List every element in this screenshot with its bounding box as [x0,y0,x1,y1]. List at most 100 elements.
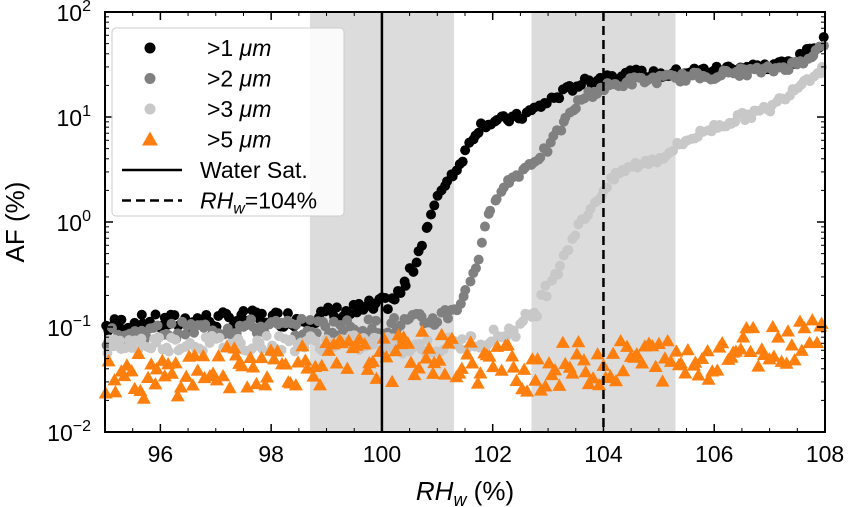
data-point [240,380,255,393]
data-point [313,378,328,391]
data-point [432,353,447,366]
data-point [416,240,427,251]
data-point [535,152,546,163]
data-point [532,311,543,322]
data-point [565,366,580,379]
data-point [479,221,490,232]
y-tick-label: 101 [57,103,92,131]
data-point [216,369,231,382]
data-point [411,257,422,268]
data-point [466,331,477,342]
data-point [214,332,225,343]
data-point [779,356,794,369]
data-point [261,331,272,342]
data-point [389,313,400,324]
data-point [295,339,310,352]
data-point [124,364,139,377]
data-point [408,266,419,277]
data-point [460,145,471,156]
data-point [460,347,475,360]
data-point [288,378,303,391]
data-point [810,335,825,349]
data-point [542,146,553,157]
data-point [494,363,509,376]
series-4 [98,313,829,404]
data-point [530,352,545,365]
data-point [211,349,226,362]
data-point [209,373,224,386]
data-point [360,362,375,375]
data-point [570,103,581,114]
data-point [569,347,584,360]
data-point [166,318,177,329]
data-point [152,320,163,331]
data-point [238,306,249,317]
plot-marks [98,12,829,432]
data-point [609,374,624,387]
data-point [243,350,258,364]
data-point [691,368,706,381]
data-point [382,304,393,315]
data-point [506,360,521,373]
data-point [818,40,829,51]
data-point [376,331,391,344]
data-point [500,337,515,351]
data-point [422,341,437,354]
data-point [149,362,164,375]
y-tick-label: 10−1 [47,313,91,341]
legend-marker [144,73,156,84]
y-tick-label: 102 [57,0,92,26]
data-point [370,315,381,326]
data-point [765,319,780,333]
data-point [296,313,307,324]
data-point [751,359,766,372]
data-point [743,344,758,357]
data-point [578,364,593,378]
data-point [246,360,261,373]
data-point [783,65,794,76]
data-point [117,368,132,382]
data-point [663,354,678,367]
data-point [554,93,565,104]
data-point [190,363,205,376]
data-point [249,376,264,390]
data-point [282,308,293,319]
data-point [163,346,174,357]
data-point [266,352,281,365]
data-point [592,377,607,391]
data-point [733,342,748,355]
y-tick-label: 10−2 [47,418,91,446]
data-point [570,230,581,241]
data-point [620,339,635,352]
data-point [463,335,478,348]
data-point [270,344,285,357]
data-point [616,364,631,377]
x-axis-title: RHw (%) [416,476,514,507]
data-point [629,347,644,360]
data-point [340,361,355,374]
data-point [385,374,400,387]
data-point [648,359,663,373]
data-point [235,358,250,372]
legend-marker [142,131,158,146]
data-point [432,317,443,328]
x-tick-label: 108 [806,441,844,467]
legend-marker [144,103,156,115]
data-point [736,330,751,343]
data-point [780,324,795,337]
x-tick-label: 96 [148,441,174,467]
data-point [700,343,715,357]
series-2 [101,40,829,351]
data-point [116,314,127,325]
data-point [148,377,163,390]
data-point [196,348,211,362]
data-point [470,263,481,274]
data-point [227,341,242,354]
data-point [131,346,146,359]
data-point [486,359,501,373]
data-point [442,313,453,324]
data-point [491,194,502,205]
data-point [695,351,710,365]
data-point [369,371,384,384]
data-point [476,237,487,248]
